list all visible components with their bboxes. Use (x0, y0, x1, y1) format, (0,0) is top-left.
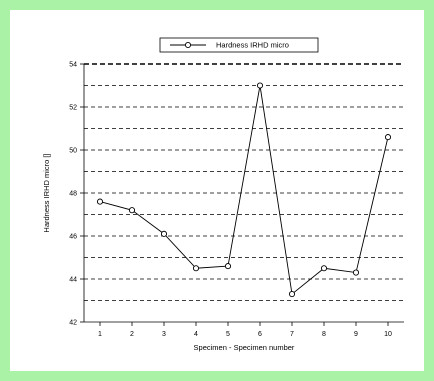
data-point (160, 230, 168, 237)
legend-label: Hardness IRHD micro (216, 41, 289, 50)
plot-panel: 42 44 46 48 50 52 54 1 2 3 4 5 6 7 8 9 10 Specimen - Sp… (10, 10, 424, 371)
y-tick-label: 42 (69, 320, 77, 327)
data-point (352, 269, 360, 276)
x-tick-label: 7 (290, 331, 294, 338)
x-axis-title: Specimen - Specimen number (194, 343, 295, 352)
data-point (288, 290, 296, 298)
y-tick-label: 46 (69, 234, 77, 241)
y-tick-label: 54 (69, 62, 77, 69)
x-tick-label: 4 (194, 331, 198, 338)
data-point (320, 265, 328, 272)
x-tick-label: 10 (384, 331, 392, 338)
legend-marker (184, 41, 192, 49)
chart-canvas: 42 44 46 48 50 52 54 1 2 3 4 5 6 7 8 9 10 Specimen - Sp… (42, 37, 404, 352)
x-tick-label: 3 (162, 331, 166, 338)
y-tick-label: 44 (69, 277, 77, 284)
x-tick-label: 6 (258, 331, 262, 338)
data-point (96, 198, 104, 205)
data-point (224, 263, 232, 270)
x-tick-label: 9 (354, 331, 358, 338)
legend-box (159, 37, 319, 53)
grid-lines (84, 63, 404, 301)
y-axis-title: Hardness IRHD micro [] (42, 153, 51, 232)
series-line (99, 85, 389, 295)
axes (83, 64, 404, 323)
y-ticks: 42 44 46 48 50 52 54 (69, 62, 84, 327)
y-tick-label: 50 (69, 148, 77, 155)
data-point (192, 265, 200, 272)
x-tick-label: 5 (226, 331, 230, 338)
series-hardness (96, 82, 392, 298)
x-tick-label: 1 (98, 331, 102, 338)
x-ticks: 1 2 3 4 5 6 7 8 9 10 (98, 322, 392, 338)
y-tick-label: 48 (69, 191, 77, 198)
x-tick-label: 2 (130, 331, 134, 338)
data-point (256, 82, 264, 89)
data-point (384, 134, 392, 141)
y-tick-label: 52 (69, 105, 77, 112)
x-tick-label: 8 (322, 331, 326, 338)
legend: Hardness IRHD micro (159, 37, 319, 53)
data-point (128, 207, 136, 214)
